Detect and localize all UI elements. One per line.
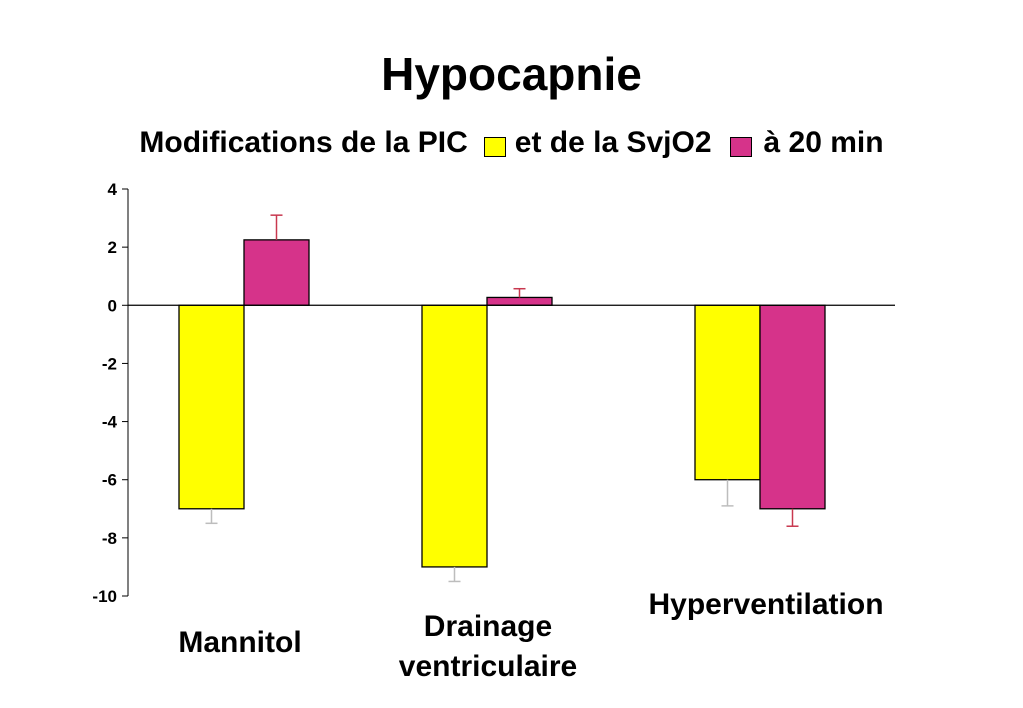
chart-title: Hypocapnie bbox=[381, 48, 642, 100]
bar-pic bbox=[178, 304, 245, 510]
subtitle-part-time: à 20 min bbox=[763, 126, 884, 159]
subtitle-part-svjo2: et de la SvjO2 bbox=[514, 126, 712, 159]
bar-svjo2 bbox=[486, 296, 553, 306]
bar-pic bbox=[694, 304, 761, 481]
y-tick-label: 2 bbox=[108, 238, 117, 257]
legend-swatch-pic bbox=[483, 137, 506, 157]
subtitle-part-pic: Modifications de la PIC bbox=[139, 126, 468, 159]
category-label: Drainage ventriculaire bbox=[398, 610, 578, 683]
bar-svjo2 bbox=[759, 304, 826, 510]
category-label: Mannitol bbox=[178, 626, 302, 659]
y-tick-label: -6 bbox=[102, 471, 117, 490]
y-tick-label: -4 bbox=[102, 413, 118, 432]
y-tick-label: -2 bbox=[102, 354, 117, 373]
y-tick-label: 0 bbox=[108, 296, 117, 315]
bar-pic bbox=[421, 304, 488, 568]
bar-svjo2 bbox=[243, 239, 310, 306]
y-tick-label: 4 bbox=[108, 180, 118, 199]
chart-subtitle: Modifications de la PIC et de la SvjO2 à… bbox=[0, 124, 1023, 162]
y-tick-label: -8 bbox=[102, 529, 117, 548]
y-tick-label: -10 bbox=[92, 587, 117, 606]
legend-swatch-svjo2 bbox=[729, 137, 752, 157]
category-label: Hyperventilation bbox=[648, 588, 884, 621]
